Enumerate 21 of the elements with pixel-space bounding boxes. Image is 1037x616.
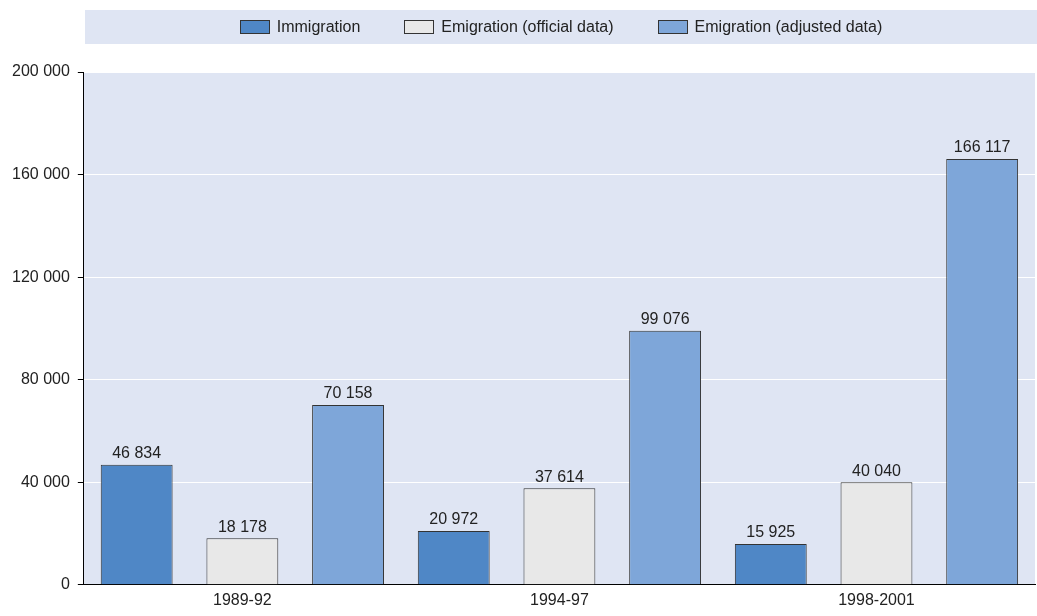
data-label: 20 972 <box>429 510 479 528</box>
legend-label: Emigration (adjusted data) <box>694 18 883 36</box>
data-label: 99 076 <box>640 310 690 328</box>
y-tick-label: 40 000 <box>20 472 70 490</box>
y-tick-label: 0 <box>60 575 70 593</box>
data-label: 40 040 <box>852 461 902 479</box>
data-label: 15 925 <box>746 523 796 541</box>
y-tick-label: 160 000 <box>11 164 70 182</box>
legend-label: Immigration <box>276 18 361 36</box>
data-label: 37 614 <box>534 467 584 485</box>
x-tick-label: 1998-2001 <box>838 590 915 608</box>
data-label: 46 834 <box>112 444 162 462</box>
x-tick-label: 1994-97 <box>530 590 589 608</box>
data-label: 166 117 <box>953 138 1011 156</box>
text: Emigration (official data) <box>441 18 614 36</box>
data-label: 18 178 <box>217 517 267 535</box>
y-tick-label: 80 000 <box>20 370 70 388</box>
y-tick-label: 200 000 <box>11 62 70 80</box>
data-label: 70 158 <box>323 384 373 402</box>
x-tick-label: 1989-92 <box>213 590 272 608</box>
y-tick-label: 120 000 <box>11 267 70 285</box>
